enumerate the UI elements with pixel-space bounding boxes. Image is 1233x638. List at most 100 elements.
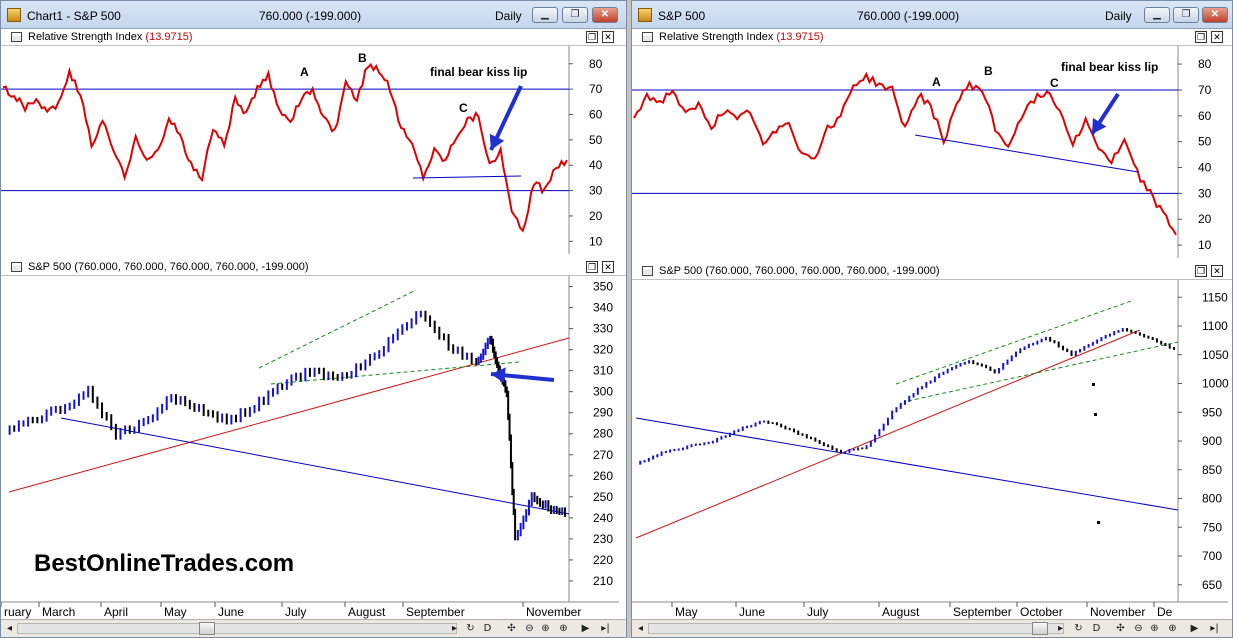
window-divider[interactable] xyxy=(627,0,631,638)
arrow-right-icon[interactable]: ▸ xyxy=(451,623,458,634)
y-tick-label: 800 xyxy=(1202,492,1222,506)
pane-icon xyxy=(11,262,22,272)
y-tick-label: 350 xyxy=(593,280,613,294)
support-line xyxy=(914,134,1139,173)
horizontal-scrollbar[interactable] xyxy=(648,623,1064,634)
scrollbar-thumb[interactable] xyxy=(199,622,215,635)
left-bottom-toolbar: ◂ ▸ ↻ D ✣ ⊖ ⊕ ⊕ ▶ ▸| xyxy=(1,619,626,637)
minimize-icon[interactable]: ▁ xyxy=(532,7,558,23)
play-icon[interactable]: ▶ xyxy=(581,623,590,634)
x-tick-label: May xyxy=(675,605,698,619)
gap-price-tick xyxy=(1097,521,1100,524)
channel-line-green xyxy=(895,299,1135,385)
y-tick-label: 750 xyxy=(1202,520,1222,534)
d-icon[interactable]: D xyxy=(483,623,492,634)
x-tick-label: October xyxy=(1020,605,1063,619)
trendline-red xyxy=(8,337,570,493)
left-titlebar[interactable]: Chart1 - S&P 500 760.000 (-199.000) Dail… xyxy=(1,1,626,29)
y-tick-label: 60 xyxy=(589,107,603,121)
y-tick-label: 330 xyxy=(593,322,613,336)
y-tick-label: 60 xyxy=(1198,109,1212,123)
trendline-blue xyxy=(60,417,570,515)
price-pane-header: S&P 500 (760.000, 760.000, 760.000, 760.… xyxy=(1,259,626,276)
pan-icon[interactable]: ✣ xyxy=(1116,623,1125,634)
x-tick-label: November xyxy=(526,605,581,619)
y-tick-label: 20 xyxy=(1198,212,1212,226)
y-tick-label: 310 xyxy=(593,364,613,378)
close-icon[interactable]: ✕ xyxy=(592,7,618,23)
arrow-right-icon[interactable]: ▸ xyxy=(1057,623,1064,634)
zoom-in-icon[interactable]: ⊕ xyxy=(1168,623,1177,634)
y-tick-label: 210 xyxy=(593,574,613,588)
y-tick-label: 280 xyxy=(593,427,613,441)
x-tick-label: June xyxy=(739,605,765,619)
horizontal-scrollbar[interactable] xyxy=(17,623,457,634)
scrollbar-thumb[interactable] xyxy=(1032,622,1048,635)
pane-close-icon[interactable]: ✕ xyxy=(602,31,614,43)
y-tick-label: 340 xyxy=(593,301,613,315)
period-label: Daily xyxy=(495,9,522,23)
y-tick-label: 650 xyxy=(1202,578,1222,592)
arrow-left-icon[interactable]: ◂ xyxy=(637,623,644,634)
pane-icon xyxy=(642,266,653,276)
y-tick-label: 70 xyxy=(589,82,603,96)
restore-icon[interactable]: ❐ xyxy=(562,7,588,23)
x-tick-label: July xyxy=(807,605,828,619)
gap-price-tick xyxy=(1094,413,1097,416)
pane-restore-icon[interactable]: ❐ xyxy=(1195,265,1207,277)
end-icon[interactable]: ▸| xyxy=(1210,623,1219,634)
rsi-series-line xyxy=(633,71,1177,236)
window-title: S&P 500 xyxy=(658,9,706,23)
pane-restore-icon[interactable]: ❐ xyxy=(586,31,598,43)
y-tick-label: 270 xyxy=(593,448,613,462)
annotation-label: A xyxy=(932,75,941,89)
annotation-label: C xyxy=(459,101,468,115)
close-icon[interactable]: ✕ xyxy=(1202,7,1228,23)
y-tick-label: 290 xyxy=(593,406,613,420)
app-icon xyxy=(7,8,21,22)
arrow-left-icon[interactable]: ◂ xyxy=(6,623,13,634)
pane-restore-icon[interactable]: ❐ xyxy=(1195,31,1207,43)
indicator-name: Relative Strength Index xyxy=(659,31,774,43)
right-titlebar[interactable]: S&P 500 760.000 (-199.000) Daily ▁ ❐ ✕ xyxy=(632,1,1232,29)
zoom-out-icon[interactable]: ⊖ xyxy=(525,623,534,634)
pane-close-icon[interactable]: ✕ xyxy=(602,261,614,273)
x-tick-label: De xyxy=(1157,605,1173,619)
y-tick-label: 40 xyxy=(1198,161,1212,175)
pane-close-icon[interactable]: ✕ xyxy=(1211,31,1223,43)
right-price-chart: 650 700 750 800 850 900 950 1000 1050 1100 1150 May… xyxy=(632,280,1229,619)
pane-restore-icon[interactable]: ❐ xyxy=(586,261,598,273)
zoom-in-icon[interactable]: ⊕ xyxy=(559,623,568,634)
restore-icon[interactable]: ❐ xyxy=(1173,7,1199,23)
y-tick-label: 300 xyxy=(593,385,613,399)
minimize-icon[interactable]: ▁ xyxy=(1144,7,1170,23)
x-tick-label: June xyxy=(218,605,244,619)
watermark-text: BestOnlineTrades.com xyxy=(34,550,294,577)
window-title: Chart1 - S&P 500 xyxy=(27,9,121,23)
symbol-name: S&P 500 xyxy=(28,261,72,273)
zoom-in-icon[interactable]: ⊕ xyxy=(541,623,550,634)
quote-readout: 760.000 (-199.000) xyxy=(259,9,362,23)
channel-line-green xyxy=(258,289,417,369)
trendline-red xyxy=(635,329,1141,539)
end-icon[interactable]: ▸| xyxy=(601,623,610,634)
quote-readout: 760.000 (-199.000) xyxy=(857,9,960,23)
app-icon xyxy=(638,8,652,22)
y-tick-label: 1100 xyxy=(1202,319,1228,333)
rsi-pane-header: Relative Strength Index (13.9715) ❐ ✕ xyxy=(1,29,626,46)
y-tick-label: 320 xyxy=(593,343,613,357)
refresh-icon[interactable]: ↻ xyxy=(1074,623,1083,634)
period-label: Daily xyxy=(1105,9,1132,23)
pan-icon[interactable]: ✣ xyxy=(507,623,516,634)
zoom-out-icon[interactable]: ⊖ xyxy=(1134,623,1143,634)
x-tick-label: August xyxy=(348,605,386,619)
y-tick-label: 70 xyxy=(1198,83,1212,97)
d-icon[interactable]: D xyxy=(1092,623,1101,634)
refresh-icon[interactable]: ↻ xyxy=(466,623,475,634)
annotation-label: C xyxy=(1050,76,1059,90)
pane-close-icon[interactable]: ✕ xyxy=(1211,265,1223,277)
y-tick-label: 50 xyxy=(1198,135,1212,149)
zoom-in-icon[interactable]: ⊕ xyxy=(1150,623,1159,634)
pane-icon xyxy=(642,32,653,42)
play-icon[interactable]: ▶ xyxy=(1190,623,1199,634)
